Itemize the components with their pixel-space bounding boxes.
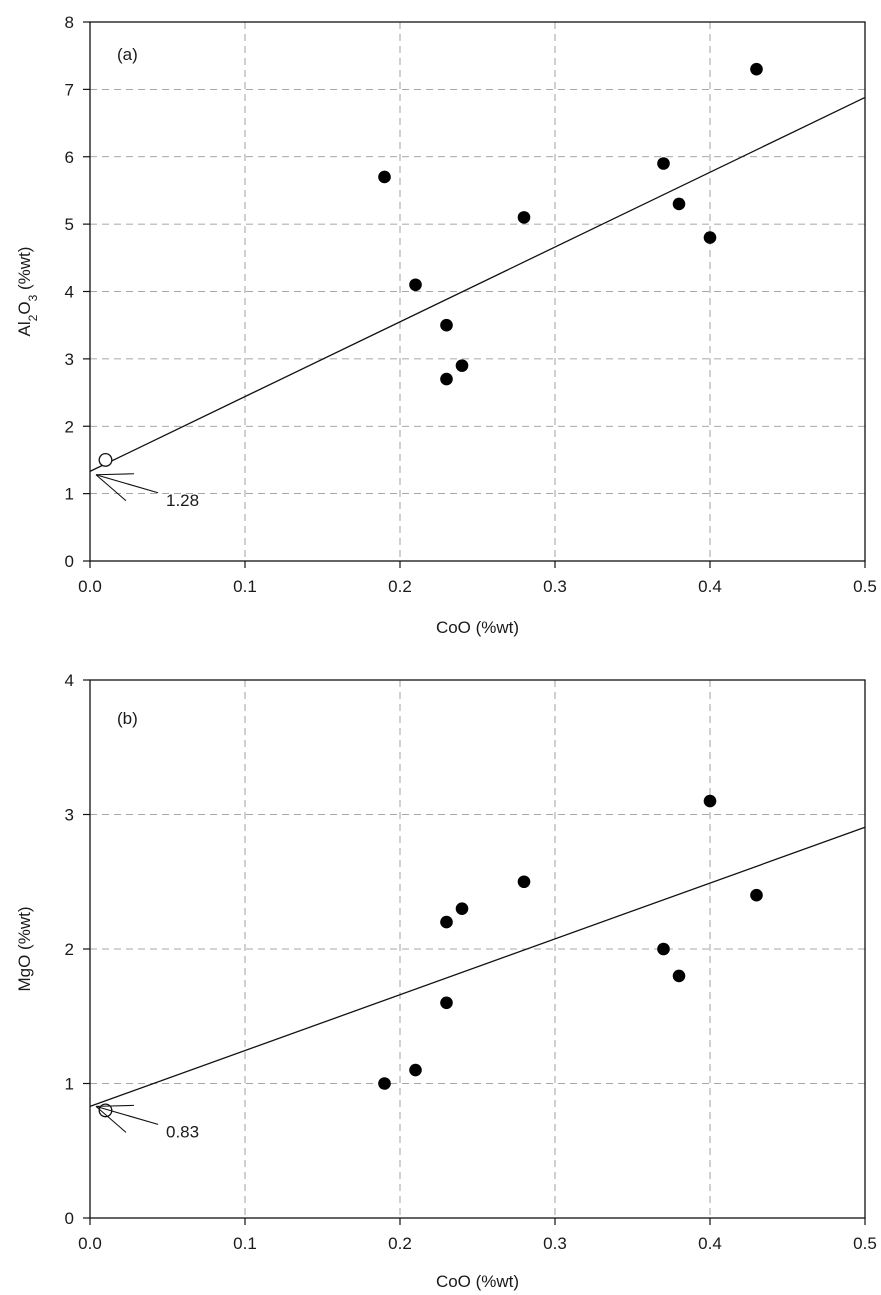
arrow-head-upper [95, 1104, 135, 1107]
arrow-shaft [95, 474, 159, 494]
data-point [517, 875, 531, 889]
y-tick-label: 1 [65, 485, 74, 504]
arrow-head-lower [95, 474, 127, 502]
x-tick-label: 0.2 [388, 577, 412, 596]
regression-line [89, 96, 866, 472]
x-axis-title: CoO (%wt) [436, 618, 519, 637]
y-tick-label: 3 [65, 806, 74, 825]
intercept-arrow [95, 473, 159, 502]
y-tick-label: 1 [65, 1075, 74, 1094]
intercept-label: 0.83 [166, 1122, 199, 1141]
data-point [703, 231, 717, 244]
y-tick-label: 8 [65, 13, 74, 32]
intercept-label: 1.28 [166, 491, 199, 510]
y-tick-label: 7 [65, 80, 74, 99]
x-tick-label: 0.4 [698, 577, 722, 596]
data-point [657, 942, 670, 956]
open-data-point [98, 452, 113, 467]
x-tick-label: 0.0 [78, 577, 102, 596]
x-tick-label: 0.5 [853, 577, 877, 596]
y-tick-label: 4 [65, 283, 74, 302]
data-point [409, 278, 422, 292]
data-point [378, 1077, 391, 1090]
y-tick-label: 2 [65, 940, 74, 959]
data-point [440, 318, 453, 332]
x-tick-label: 0.3 [543, 577, 567, 596]
data-point [517, 211, 531, 224]
panel-label: (b) [117, 709, 138, 728]
x-tick-label: 0.3 [543, 1234, 567, 1253]
arrow-shaft [95, 1105, 159, 1125]
y-tick-label: 0 [65, 1209, 74, 1228]
y-tick-label: 2 [65, 417, 74, 436]
regression-line [89, 826, 866, 1107]
data-point [440, 915, 453, 929]
panel-label: (a) [117, 45, 138, 64]
data-point [672, 969, 686, 983]
x-axis-title: CoO (%wt) [436, 1272, 519, 1291]
data-point [672, 197, 686, 211]
data-point [455, 359, 469, 372]
y-tick-label: 6 [65, 148, 74, 167]
data-point [455, 902, 469, 915]
data-point [657, 157, 670, 170]
data-point [378, 170, 391, 184]
data-point [750, 888, 763, 902]
data-point [440, 996, 453, 1010]
x-tick-label: 0.0 [78, 1234, 102, 1253]
chart-panel-b: 0.0 0.1 0.2 0.3 0.4 0.5 0 1 2 3 4 CoO (%wt) MgO (%wt… [15, 671, 877, 1291]
intercept-arrow [95, 1104, 159, 1133]
y-tick-label: 5 [65, 215, 74, 234]
arrow-head-lower [95, 1105, 127, 1133]
data-point [409, 1063, 422, 1077]
x-tick-label: 0.1 [233, 1234, 257, 1253]
data-point [440, 372, 453, 386]
x-tick-label: 0.5 [853, 1234, 877, 1253]
y-tick-label: 4 [65, 671, 74, 690]
y-tick-label: 3 [65, 350, 74, 369]
x-tick-label: 0.1 [233, 577, 257, 596]
y-axis-title: Al2O3 (%wt) [15, 247, 40, 337]
x-tick-label: 0.2 [388, 1234, 412, 1253]
x-tick-label: 0.4 [698, 1234, 722, 1253]
data-point [750, 62, 763, 76]
chart-panel-a: 0.0 0.1 0.2 0.3 0.4 0.5 0 1 2 3 4 5 6 7 8 CoO (%wt) Al2O… [15, 13, 877, 637]
data-point [703, 794, 717, 808]
arrow-head-upper [95, 473, 135, 476]
y-axis-title: MgO (%wt) [15, 907, 34, 992]
y-tick-label: 0 [65, 552, 74, 571]
